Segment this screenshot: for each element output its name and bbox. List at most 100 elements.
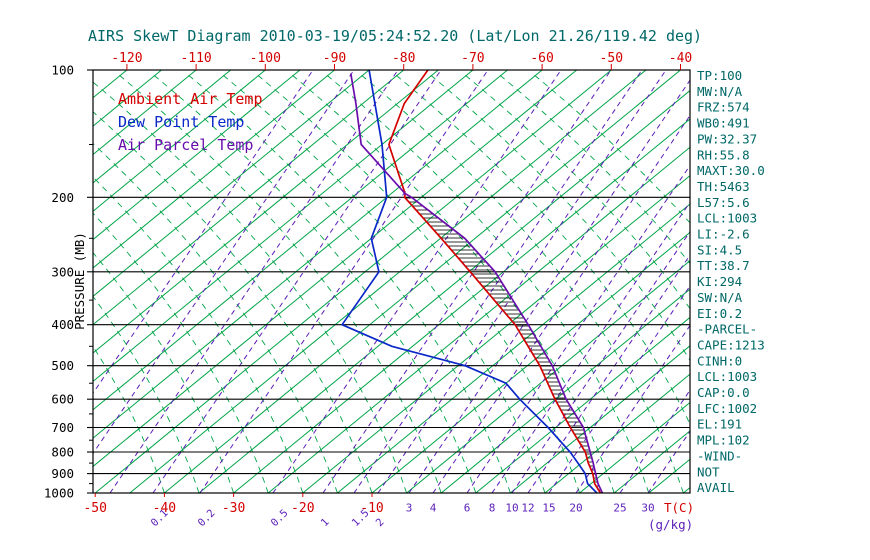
mixing-tick-label: 25 — [613, 502, 626, 515]
legend-ambient-label: Ambient Air Temp — [118, 90, 263, 108]
isotherm-line — [0, 70, 58, 493]
stat-line: SW:N/A — [697, 290, 743, 305]
mixing-tick-label: 3 — [406, 502, 413, 515]
mixing-tick-label: 30 — [641, 502, 654, 515]
stat-line: L57:5.6 — [697, 195, 750, 210]
pressure-tick-label: 300 — [51, 264, 74, 279]
isotherm-line — [164, 70, 681, 493]
mixing-ratio-line — [377, 70, 667, 493]
stat-line: TP:100 — [697, 68, 742, 83]
isotherm-line — [94, 70, 612, 493]
moist-adiabat-line — [462, 72, 690, 310]
moist-adiabat-line — [324, 72, 650, 493]
mixing-ratio-line — [575, 324, 690, 493]
mixing-ratio-line — [466, 164, 690, 493]
stat-line: MAXT:30.0 — [697, 163, 765, 178]
dew-point-temp-curve — [340, 70, 598, 493]
mixing-tick-label: 1 — [319, 516, 332, 529]
isotherm-line — [93, 70, 405, 326]
mixing-tick-label: 10 — [505, 502, 518, 515]
stat-line: MW:N/A — [697, 84, 743, 99]
chart-title: AIRS SkewT Diagram 2010-03-19/05:24:52.2… — [88, 27, 702, 45]
sounding-curves — [340, 70, 604, 493]
isotherm-line — [129, 70, 647, 493]
mixing-ratio-line — [152, 70, 442, 493]
isotherm-line — [93, 70, 266, 212]
pressure-tick-label: 100 — [51, 63, 74, 78]
stat-line: WB0:491 — [697, 116, 750, 131]
isotherm-line — [198, 89, 690, 493]
moist-adiabat-line — [185, 72, 511, 493]
isotherm-line — [93, 70, 197, 156]
isotherm-line — [302, 175, 690, 493]
moist-adiabat-line — [116, 72, 442, 493]
isotherm-line — [648, 458, 690, 493]
stat-line: EL:191 — [697, 417, 742, 432]
moist-adiabat-line — [151, 72, 477, 493]
isotherm-line — [93, 70, 508, 411]
mixing-ratio-line — [109, 70, 399, 493]
isotherm-line — [93, 70, 578, 468]
isotherm-line — [579, 401, 690, 493]
stats-column: TP:100MW:N/AFRZ:574WB0:491PW:32.37RH:55.… — [697, 68, 765, 495]
stat-line: MPL:102 — [697, 433, 750, 448]
axis-labels: 100 200 300 400 500 600 700 800 900 1000 -120 -110 -… — [44, 51, 692, 529]
ambient-air-temp-curve — [387, 70, 602, 493]
isotherm-line — [440, 288, 690, 493]
top-temp-tick-label: -100 — [250, 51, 281, 66]
top-temp-tick-label: -110 — [180, 51, 211, 66]
stat-line: CINH:0 — [697, 353, 742, 368]
isotherm-line — [267, 146, 690, 493]
stat-line: FRZ:574 — [697, 100, 750, 115]
mixing-ratio-line — [491, 201, 690, 493]
moist-adiabat-line — [93, 111, 373, 493]
moist-adiabat-line — [497, 72, 690, 265]
stat-line: RH:55.8 — [697, 147, 750, 162]
mixing-ratio-line — [619, 389, 690, 493]
moist-adiabat-line — [93, 81, 408, 493]
mixing-tick-label: 12 — [521, 502, 534, 515]
mixing-unit-label: (g/kg) — [648, 517, 693, 532]
isotherm-line — [93, 70, 335, 269]
mixing-tick-label: 0.5 — [269, 507, 291, 529]
moist-adiabat-line — [531, 72, 690, 224]
moist-adiabat-line — [254, 72, 581, 493]
legend-dewpoint-label: Dew Point Temp — [118, 113, 244, 131]
mixing-tick-label: 2 — [374, 516, 387, 529]
top-temp-tick-label: -70 — [461, 51, 484, 66]
isotherm-line — [544, 373, 690, 493]
isotherm-line — [475, 316, 690, 493]
mixing-ratio-line — [93, 70, 355, 455]
stat-line: EI:0.2 — [697, 306, 742, 321]
mixing-ratio-line — [647, 430, 690, 493]
air-parcel-temp-curve — [349, 73, 604, 493]
bottom-temp-tick-label: -20 — [291, 501, 314, 516]
stat-line: SI:4.5 — [697, 242, 742, 257]
stat-line: CAPE:1213 — [697, 337, 765, 352]
stat-line: PW:32.37 — [697, 131, 757, 146]
cape-hatch-area — [404, 193, 603, 493]
background-grid — [0, 70, 690, 493]
plot-frame — [92, 69, 691, 494]
mixing-ratio-line — [93, 70, 314, 395]
isotherm-line — [93, 70, 543, 439]
mixing-tick-label: 8 — [489, 502, 496, 515]
top-temp-tick-label: -60 — [530, 51, 553, 66]
bottom-temp-tick-label: -10 — [360, 501, 383, 516]
cape-hatch-polygon — [404, 193, 603, 493]
mixing-ratio-line — [511, 230, 690, 493]
pressure-tick-label: 600 — [51, 392, 74, 407]
top-temp-tick-label: -90 — [323, 51, 346, 66]
stat-line: LCL:1003 — [697, 211, 757, 226]
top-temp-tick-label: -50 — [600, 51, 623, 66]
pressure-tick-label: 500 — [51, 358, 74, 373]
stat-line: TT:38.7 — [697, 258, 750, 273]
stat-line: NOT — [697, 464, 720, 479]
pressure-tick-label: 900 — [51, 466, 74, 481]
isotherm-line — [93, 70, 370, 297]
stat-line: LFC:1002 — [697, 401, 757, 416]
mixing-tick-label: 4 — [430, 502, 437, 515]
isotherm-line — [93, 70, 301, 241]
isotherm-line — [406, 260, 690, 493]
